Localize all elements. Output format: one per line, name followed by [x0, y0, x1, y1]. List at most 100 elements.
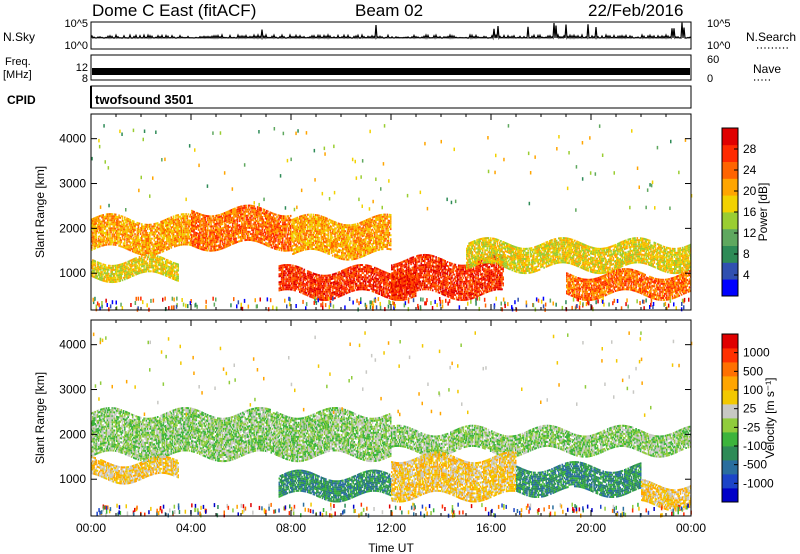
power-cell	[96, 267, 99, 270]
power-cell	[114, 270, 117, 273]
power-cell	[358, 238, 360, 241]
power-cell	[379, 246, 382, 249]
power-cell	[337, 238, 340, 241]
power-cell	[295, 221, 298, 224]
power-cell	[233, 208, 235, 211]
power-cell	[134, 229, 136, 232]
power-cell	[342, 241, 344, 244]
power-cell	[94, 235, 96, 238]
power-cell	[322, 226, 325, 229]
power-cell	[108, 221, 110, 224]
power-cell	[279, 231, 282, 233]
power-cell	[166, 262, 168, 265]
power-cell	[170, 242, 173, 245]
power-cell	[253, 205, 256, 208]
power-cell	[327, 228, 329, 231]
power-cell	[260, 241, 262, 244]
power-cell	[302, 292, 304, 295]
power-cell	[144, 241, 146, 244]
power-cell	[206, 243, 209, 246]
power-cell	[146, 252, 149, 255]
power-cell	[284, 227, 286, 230]
power-cell	[328, 243, 331, 245]
power-cell	[229, 213, 232, 216]
power-cell	[291, 239, 293, 242]
power-cell	[321, 286, 324, 289]
power-cell	[237, 232, 240, 235]
power-cell	[299, 225, 301, 228]
power-cell	[102, 263, 104, 266]
power-cell	[329, 247, 332, 250]
power-cell	[291, 266, 293, 269]
power-cell	[93, 247, 95, 250]
power-cell	[92, 218, 94, 220]
power-cell	[166, 273, 168, 275]
power-cell	[289, 288, 292, 291]
power-cell	[142, 251, 144, 254]
power-cell	[104, 231, 107, 234]
power-cell	[387, 248, 390, 250]
power-cell	[250, 214, 252, 217]
power-cell	[191, 222, 193, 224]
power-cell	[175, 230, 177, 233]
power-cell	[253, 221, 256, 224]
power-cell	[341, 241, 343, 244]
power-cell	[371, 242, 374, 245]
power-cell	[293, 285, 295, 288]
power-cell	[127, 230, 129, 233]
power-cell	[320, 241, 323, 244]
power-cell	[108, 243, 110, 246]
power-cell	[162, 226, 165, 228]
power-cell	[289, 245, 292, 248]
power-cell	[326, 288, 328, 291]
power-cell	[312, 296, 315, 299]
power-cell	[256, 214, 259, 217]
power-cell	[91, 248, 93, 251]
power-cell	[103, 228, 106, 230]
power-cell	[119, 273, 121, 276]
power-cell	[105, 274, 108, 277]
power-cell	[310, 287, 312, 290]
power-cell	[189, 215, 192, 218]
power-cell	[144, 243, 146, 246]
power-cell	[168, 223, 170, 226]
power-cell	[300, 243, 302, 246]
power-cell	[160, 239, 162, 242]
power-cell	[186, 235, 189, 238]
power-cell	[264, 231, 267, 234]
power-cell	[246, 220, 249, 223]
power-cell	[216, 226, 218, 229]
power-cell	[278, 289, 281, 292]
power-cell	[304, 275, 307, 278]
power-cell	[280, 282, 283, 285]
power-cell	[183, 235, 185, 238]
power-cell	[124, 272, 126, 275]
power-cell	[230, 217, 233, 220]
power-cell	[284, 270, 286, 273]
power-cell	[124, 226, 126, 229]
power-cell	[119, 216, 121, 219]
power-cell	[225, 237, 227, 240]
power-cell	[356, 257, 359, 260]
power-cell	[147, 223, 150, 226]
power-cell	[344, 238, 346, 241]
power-cell	[318, 236, 320, 239]
power-cell	[271, 246, 274, 249]
power-cell	[229, 215, 232, 218]
power-cell	[363, 240, 366, 243]
power-cell	[380, 232, 383, 235]
power-cell	[241, 235, 243, 238]
power-cell	[379, 218, 382, 221]
power-cell	[138, 248, 141, 251]
power-cell	[91, 236, 93, 239]
power-cell	[188, 223, 191, 226]
power-cell	[271, 242, 274, 245]
power-cell	[252, 231, 254, 234]
power-cell	[99, 266, 101, 269]
power-cell	[264, 223, 267, 226]
power-cell	[312, 282, 315, 285]
power-cell	[143, 251, 145, 254]
power-cell	[314, 240, 317, 243]
power-cell	[106, 217, 109, 220]
power-cell	[99, 215, 101, 218]
